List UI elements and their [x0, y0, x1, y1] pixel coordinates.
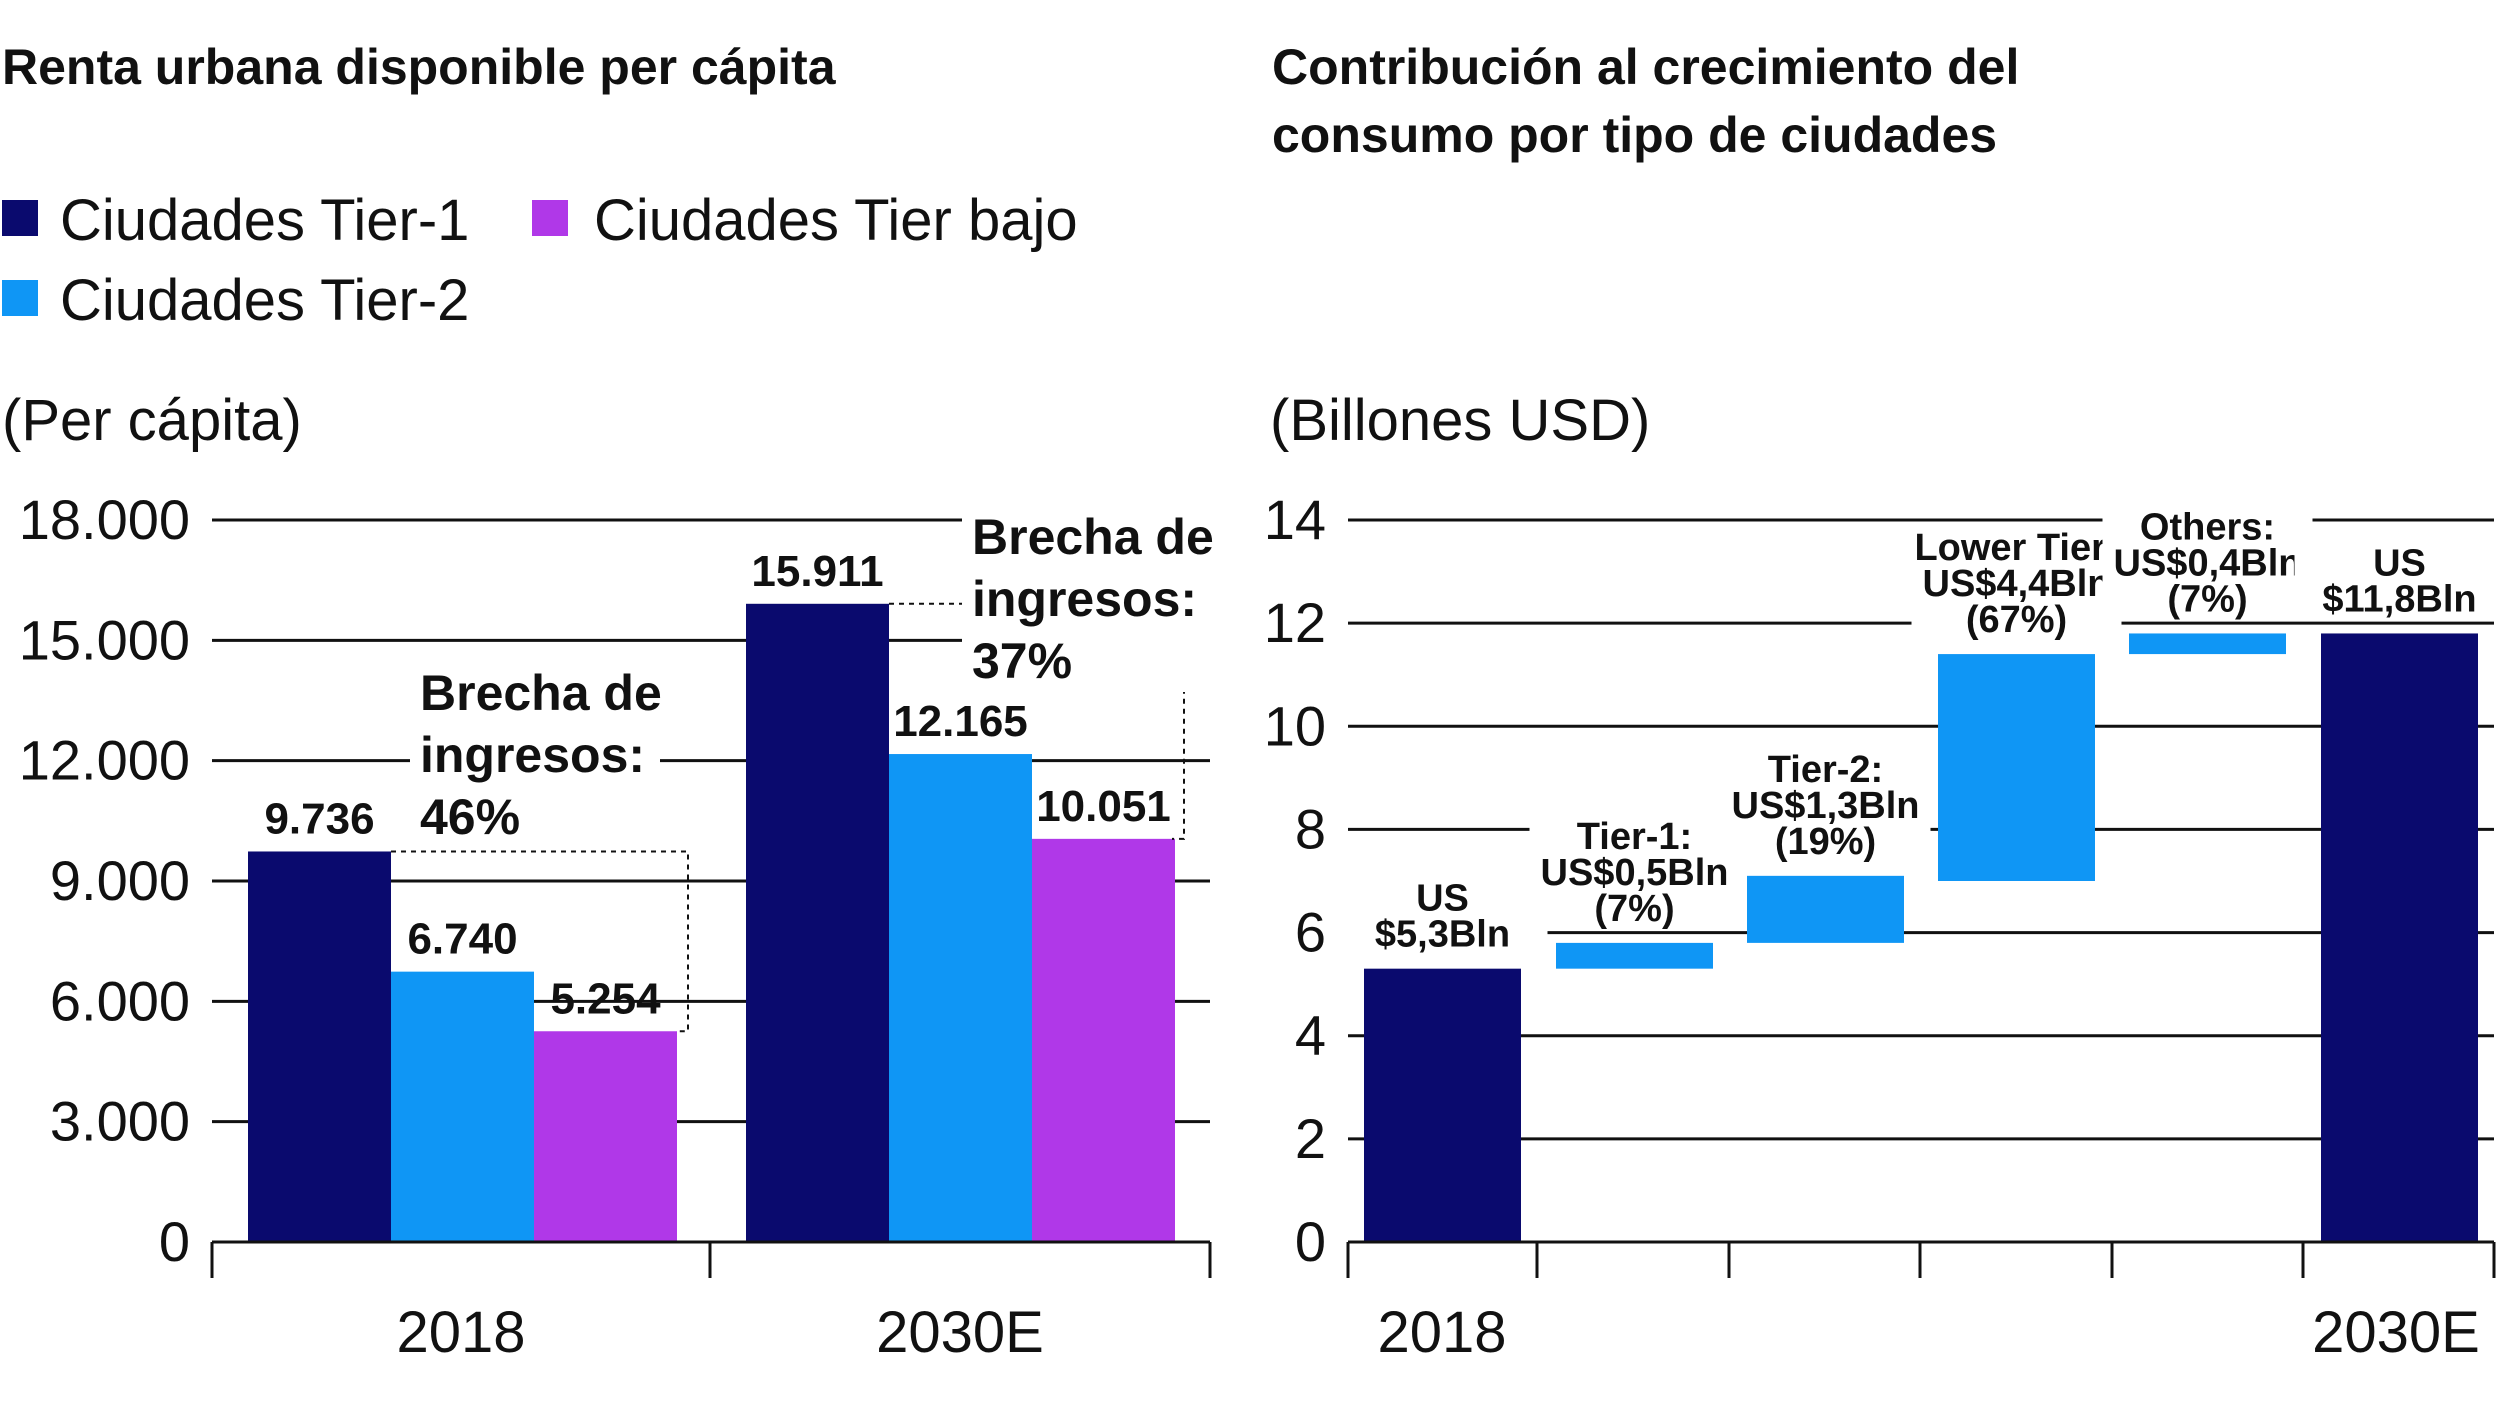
right-ytick-label: 14	[1264, 488, 1326, 551]
income-gap-note-line: Brecha de	[972, 509, 1214, 565]
left-plot-area: 0 3.000 6.000 9.000 12.000 15.000 18.000 9.736 1…	[19, 488, 1214, 1365]
waterfall-label-bg	[2294, 541, 2496, 622]
income-gap-note-2018: Brecha de ingresos: 46%	[410, 656, 662, 846]
left-ytick-label: 12.000	[19, 729, 190, 792]
right-ytick-label: 0	[1295, 1210, 1326, 1273]
waterfall-bar	[1364, 968, 1521, 1242]
waterfall-label-line: Tier-2:	[1768, 749, 1883, 791]
left-unit-label: (Per cápita)	[2, 388, 302, 453]
left-ytick-label: 9.000	[50, 849, 190, 912]
legend-swatch-tier2	[2, 280, 38, 316]
waterfall-label-line: US	[2373, 542, 2426, 584]
legend-label-tier-bajo: Ciudades Tier bajo	[594, 188, 1078, 253]
left-x-category: 2030E	[876, 1300, 1044, 1365]
right-ytick-label: 8	[1295, 797, 1326, 860]
income-gap-note-line: Brecha de	[420, 665, 662, 721]
income-gap-note-bg	[962, 500, 1212, 692]
waterfall-label: Tier-2:US$1,3Bln(19%)	[1720, 747, 1931, 864]
legend-swatch-tier-bajo	[532, 200, 568, 236]
waterfall-bar	[2321, 633, 2478, 1242]
waterfall-bar	[1747, 875, 1904, 943]
waterfall-label-bg	[1911, 526, 2122, 643]
waterfall-label: US$11,8Bln	[2294, 541, 2496, 622]
left-x-category: 2018	[396, 1300, 525, 1365]
right-x-category: 2018	[1377, 1300, 1506, 1365]
waterfall-label-line: US$0,4Bln	[2114, 542, 2302, 584]
right-chart-title-line1: Contribución al crecimiento del	[1272, 39, 2019, 95]
waterfall-label-bg	[1337, 876, 1548, 957]
waterfall-label: US$5,3Bln	[1337, 876, 1548, 957]
legend-label-tier1: Ciudades Tier-1	[60, 188, 469, 253]
income-gap-note-line: 37%	[972, 633, 1072, 689]
waterfall-bar	[1938, 654, 2095, 881]
income-gap-bracket	[391, 850, 689, 1033]
legend-swatch-tier1	[2, 200, 38, 236]
left-bar	[889, 754, 1032, 1242]
income-gap-note-line: 46%	[420, 789, 520, 845]
left-bar	[391, 971, 534, 1242]
right-ytick-label: 4	[1295, 1004, 1326, 1067]
waterfall-label-line: Others:	[2140, 506, 2275, 548]
waterfall-label: Lower Tier:US$4,4Bln(67%)	[1911, 526, 2122, 643]
waterfall-label: Others:US$0,4Bln(7%)	[2102, 505, 2313, 622]
waterfall-label-bg	[2102, 505, 2313, 622]
waterfall-label-line: US	[1416, 878, 1469, 920]
waterfall-label-line: $11,8Bln	[2322, 578, 2476, 620]
income-gap-note-line: ingresos:	[420, 727, 645, 783]
right-chart-title-line2: consumo por tipo de ciudades	[1272, 107, 1997, 163]
income-gap-bracket	[889, 602, 1185, 840]
income-gap-note-line: ingresos:	[972, 571, 1197, 627]
waterfall-label-line: (7%)	[1594, 888, 1674, 930]
waterfall-bar	[1556, 942, 1713, 969]
left-bar-label: 9.736	[264, 794, 374, 843]
left-bar-label: 15.911	[751, 547, 883, 596]
waterfall-label-line: (7%)	[2167, 578, 2247, 620]
waterfall-label-line: (67%)	[1966, 599, 2067, 641]
left-bar	[248, 851, 391, 1242]
left-ytick-label: 6.000	[50, 969, 190, 1032]
right-plot-area: 02468101214US$5,3BlnTier-1:US$0,5Bln(7%)…	[1264, 488, 2496, 1365]
left-bar-label: 5.254	[550, 974, 661, 1023]
left-ytick-label: 15.000	[19, 608, 190, 671]
waterfall-label: Tier-1:US$0,5Bln(7%)	[1529, 814, 1740, 931]
left-bar	[746, 603, 889, 1242]
right-ytick-label: 10	[1264, 694, 1326, 757]
income-gap-note-2030: Brecha de ingresos: 37%	[962, 500, 1214, 692]
left-ytick-label: 18.000	[19, 488, 190, 551]
waterfall-label-line: Lower Tier:	[1914, 527, 2118, 569]
waterfall-label-line: Tier-1:	[1577, 816, 1692, 858]
waterfall-label-line: $5,3Bln	[1375, 914, 1510, 956]
left-ytick-label: 3.000	[50, 1090, 190, 1153]
waterfall-bar	[2129, 633, 2286, 655]
left-bar	[1032, 838, 1175, 1242]
left-ytick-label: 0	[159, 1210, 190, 1273]
legend-label-tier2: Ciudades Tier-2	[60, 268, 469, 333]
waterfall-label-line: US$1,3Bln	[1732, 785, 1920, 827]
waterfall-label-bg	[1529, 814, 1740, 931]
right-ytick-label: 2	[1295, 1107, 1326, 1170]
left-bar-label: 10.051	[1036, 782, 1171, 831]
left-bar-label: 12.165	[893, 697, 1028, 746]
income-gap-note-bg	[410, 656, 660, 846]
right-unit-label: (Billones USD)	[1270, 388, 1650, 453]
waterfall-label-line: US$0,5Bln	[1541, 852, 1729, 894]
left-chart-title: Renta urbana disponible per cápita	[2, 39, 837, 95]
waterfall-label-bg	[1720, 747, 1931, 864]
right-ytick-label: 6	[1295, 901, 1326, 964]
right-x-category: 2030E	[2312, 1300, 2480, 1365]
waterfall-label-line: (19%)	[1775, 821, 1876, 863]
right-ytick-label: 12	[1264, 591, 1326, 654]
waterfall-label-line: US$4,4Bln	[1923, 563, 2111, 605]
left-bar-label: 6.740	[407, 915, 517, 964]
left-bar	[534, 1031, 677, 1242]
